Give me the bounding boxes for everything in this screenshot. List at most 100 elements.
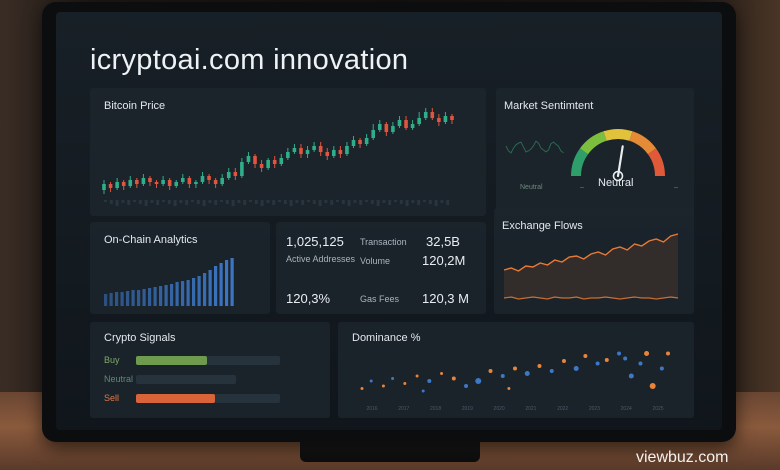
candle-body bbox=[397, 120, 402, 126]
candle-body bbox=[128, 180, 133, 186]
dominance-card[interactable]: Dominance % 2016 2017 2018 2019 2020 2021 2022… bbox=[338, 322, 694, 418]
dominance-x-tick: 2022 bbox=[557, 406, 568, 412]
volume-bar bbox=[336, 200, 339, 202]
bitcoin-price-chart bbox=[102, 108, 454, 206]
metrics-card[interactable]: 1,025,125 Active Addresses Transaction 3… bbox=[276, 222, 486, 314]
candle-body bbox=[154, 182, 159, 184]
onchain-bar bbox=[164, 285, 168, 306]
crypto-signals-title: Crypto Signals bbox=[104, 332, 176, 344]
candle-body bbox=[220, 178, 224, 184]
candle-body bbox=[358, 140, 362, 144]
volume-bar bbox=[104, 200, 107, 202]
exchange-flows-card[interactable]: Exchange Flows bbox=[494, 208, 694, 314]
dominance-point bbox=[638, 361, 643, 366]
dominance-point bbox=[507, 387, 511, 390]
candle-body bbox=[292, 148, 297, 152]
onchain-bar bbox=[142, 289, 146, 306]
candle-body bbox=[246, 156, 251, 162]
bitcoin-price-card[interactable]: Bitcoin Price bbox=[90, 88, 486, 216]
onchain-analytics-title: On-Chain Analytics bbox=[104, 234, 198, 246]
dominance-x-tick: 2017 bbox=[398, 406, 409, 412]
candle-body bbox=[404, 120, 408, 128]
percentage-value: 120,3% bbox=[286, 291, 331, 306]
market-sentiment-card[interactable]: Market Sentimtent – – Neutral Neutral bbox=[496, 88, 694, 216]
gas-fees-label: Gas Fees bbox=[360, 294, 400, 304]
volume-bar bbox=[202, 200, 206, 206]
volume-bar bbox=[417, 200, 421, 205]
candle-body bbox=[338, 150, 343, 154]
dominance-point bbox=[583, 354, 588, 358]
market-sentiment-title: Market Sentimtent bbox=[504, 100, 594, 112]
monitor: icryptoai.com innovation Bitcoin Price M… bbox=[42, 2, 736, 442]
candle-body bbox=[430, 112, 435, 118]
volume-bar bbox=[295, 200, 299, 203]
candle-body bbox=[187, 178, 192, 184]
dominance-point bbox=[427, 379, 432, 383]
candle-body bbox=[377, 124, 382, 130]
onchain-bar bbox=[208, 270, 212, 306]
candle-body bbox=[194, 182, 198, 184]
volume-bar bbox=[324, 200, 328, 203]
volume-bar bbox=[260, 200, 264, 206]
gauge-segment bbox=[603, 129, 633, 141]
active-addresses-label: Active Addresses bbox=[286, 254, 356, 264]
onchain-analytics-card[interactable]: On-Chain Analytics bbox=[90, 222, 270, 314]
candle-body bbox=[318, 146, 323, 152]
dominance-point bbox=[524, 371, 530, 376]
dominance-point bbox=[440, 372, 444, 375]
volume-bar bbox=[440, 200, 444, 203]
dominance-point bbox=[644, 351, 650, 356]
candle-body bbox=[371, 130, 376, 138]
candle-body bbox=[207, 176, 211, 180]
page-title: icryptoai.com innovation bbox=[90, 44, 409, 76]
gauge-segment bbox=[571, 148, 589, 177]
volume-bar bbox=[359, 200, 363, 205]
candle-body bbox=[450, 116, 454, 120]
volume-bar bbox=[185, 200, 189, 205]
dominance-point bbox=[659, 366, 664, 371]
candle-body bbox=[233, 172, 238, 176]
volume-bar bbox=[330, 200, 334, 205]
exchange-flows-chart bbox=[503, 233, 679, 300]
volume-bar bbox=[109, 200, 113, 204]
dashboard-screen: icryptoai.com innovation Bitcoin Price M… bbox=[56, 12, 722, 430]
volume-bar bbox=[318, 200, 322, 206]
volume-bar bbox=[225, 200, 229, 204]
candle-body bbox=[266, 160, 270, 168]
exchange-inflow-area bbox=[504, 234, 678, 298]
gauge-plus-mark: – bbox=[674, 184, 678, 191]
crypto-signals-card[interactable]: Crypto Signals Buy Neutral Sell bbox=[90, 322, 330, 418]
dominance-scatter-chart: 2016 2017 2018 2019 2020 2021 2022 2023 2024 2025 bbox=[360, 351, 670, 412]
candle-body bbox=[286, 152, 290, 158]
volume-bar bbox=[115, 200, 119, 206]
onchain-bar bbox=[131, 290, 135, 306]
onchain-bar bbox=[126, 291, 130, 306]
candle-body bbox=[226, 172, 231, 178]
volume-bar bbox=[173, 200, 177, 206]
volume-bar bbox=[214, 200, 218, 205]
volume-bar bbox=[133, 200, 136, 202]
dominance-point bbox=[403, 382, 407, 385]
candle-body bbox=[364, 138, 369, 144]
transaction-value: 32,5B bbox=[426, 234, 460, 249]
volume-bar bbox=[365, 200, 368, 202]
monitor-stand bbox=[300, 440, 480, 462]
dominance-point bbox=[464, 384, 469, 388]
exchange-outflow-line bbox=[503, 296, 679, 300]
candle-body bbox=[135, 180, 139, 184]
volume-bar bbox=[394, 200, 397, 202]
onchain-bar bbox=[230, 258, 234, 306]
candle-body bbox=[437, 118, 441, 122]
signal-label-buy: Buy bbox=[104, 355, 120, 365]
candle-body bbox=[351, 140, 356, 146]
candle-body bbox=[443, 116, 448, 122]
candle-body bbox=[345, 146, 349, 154]
volume-bar bbox=[411, 200, 415, 203]
dominance-point bbox=[381, 384, 385, 388]
exchange-inflow-line bbox=[503, 233, 679, 272]
candle-body bbox=[102, 184, 106, 190]
volume-label: Volume bbox=[360, 256, 391, 266]
exchange-flows-title: Exchange Flows bbox=[502, 220, 583, 232]
candle-body bbox=[180, 178, 185, 182]
volume-bar bbox=[376, 200, 380, 206]
